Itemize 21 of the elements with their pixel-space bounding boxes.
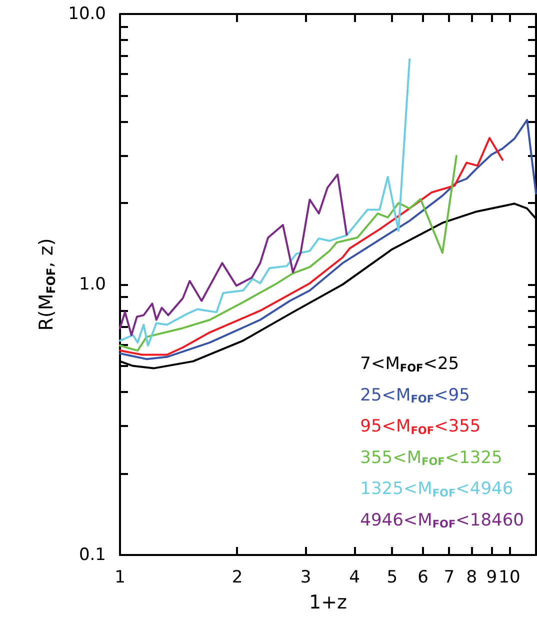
x-tick-label: 5: [386, 568, 398, 588]
x-tick-label: 10: [498, 568, 520, 588]
x-tick-label: 7: [444, 568, 455, 588]
y-tick-label: 1.0: [78, 274, 106, 294]
x-tick-label: 1: [114, 568, 126, 588]
text: 25<MFOF<95: [360, 385, 470, 406]
text: 95<MFOF<355: [360, 416, 481, 437]
x-axis-title: 1+z: [309, 592, 348, 614]
text: 7<MFOF<25: [360, 354, 460, 374]
text: 4946<MFOF<18460: [360, 510, 524, 530]
x-tick-label: 9: [486, 568, 498, 588]
x-tick-label: 2: [232, 568, 243, 588]
x-tick-label: 3: [300, 568, 312, 588]
y-tick-label: 0.1: [78, 545, 106, 565]
x-tick-label: 6: [418, 568, 428, 588]
x-tick-label: 4: [349, 568, 360, 588]
y-axis-title: R(MFOF, z): [36, 238, 58, 331]
text: 1325<MFOF<4946: [360, 479, 514, 500]
y-tick-label: 10.0: [68, 4, 106, 24]
x-tick-label: 8: [466, 568, 478, 588]
text: 355<MFOF<1325: [360, 448, 502, 468]
